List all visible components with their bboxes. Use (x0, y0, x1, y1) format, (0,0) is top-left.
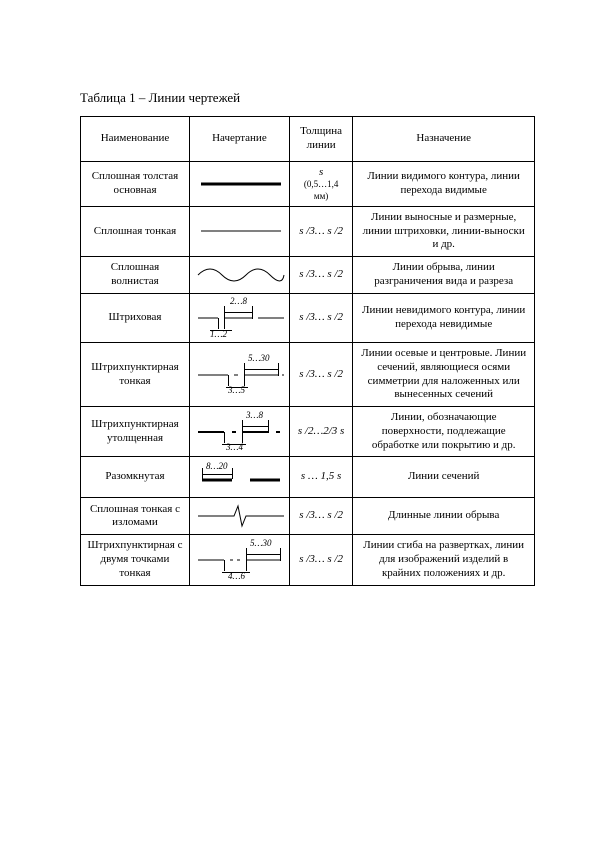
cell-drawing (189, 206, 289, 256)
swatch-dashed: 2…8 1…2 (196, 298, 286, 338)
table-row: Сплошная толстая основная s (0,5…1,4 мм)… (81, 161, 535, 206)
cell-drawing: 3…8 3…4 (189, 407, 289, 457)
table-row: Разомкнутая 8…20 s … 1,5 s Линии сечений (81, 457, 535, 498)
cell-drawing: 2…8 1…2 (189, 294, 289, 343)
lines-table: Наименование Начертание Толщина линии На… (80, 116, 535, 586)
swatch-break (196, 502, 286, 530)
swatch-dashdot-thick: 3…8 3…4 (196, 412, 286, 452)
swatch-open: 8…20 (196, 461, 286, 493)
cell-name: Сплошная тонкая с изломами (81, 498, 190, 535)
cell-drawing: 8…20 (189, 457, 289, 498)
table-row: Сплошная волнистая s /3… s /2 Линии обры… (81, 257, 535, 294)
cell-name: Штриховая (81, 294, 190, 343)
cell-drawing: 5…30 4…6 (189, 535, 289, 585)
cell-name: Штрихпунктирная тонкая (81, 343, 190, 407)
cell-purpose: Линии осевые и центровые. Линии сечений,… (353, 343, 535, 407)
cell-purpose: Линии выносные и размерные, линии штрихо… (353, 206, 535, 256)
cell-drawing (189, 161, 289, 206)
table-row: Сплошная тонкая s /3… s /2 Линии выносны… (81, 206, 535, 256)
cell-thick: s (0,5…1,4 мм) (289, 161, 353, 206)
th-name: Наименование (81, 117, 190, 162)
cell-name: Сплошная толстая основная (81, 161, 190, 206)
cell-name: Сплошная волнистая (81, 257, 190, 294)
cell-purpose: Длинные линии обрыва (353, 498, 535, 535)
table-row: Штрихпунктирная с двумя точками тонкая 5… (81, 535, 535, 585)
cell-drawing (189, 498, 289, 535)
table-row: Сплошная тонкая с изломами s /3… s /2 Дл… (81, 498, 535, 535)
cell-thick: s /3… s /2 (289, 535, 353, 585)
th-thick: Толщина линии (289, 117, 353, 162)
cell-name: Штрихпунктирная с двумя точками тонкая (81, 535, 190, 585)
cell-name: Сплошная тонкая (81, 206, 190, 256)
cell-drawing: 5…30 3…5 (189, 343, 289, 407)
swatch-thick-solid (196, 170, 286, 198)
cell-purpose: Линии, обозначающие поверхности, подлежа… (353, 407, 535, 457)
th-drawing: Начертание (189, 117, 289, 162)
cell-name: Штрихпунктирная утолщенная (81, 407, 190, 457)
cell-drawing (189, 257, 289, 294)
swatch-thin-solid (196, 217, 286, 245)
table-row: Штрихпунктирная утолщенная 3…8 (81, 407, 535, 457)
swatch-dashdot-thin: 5…30 3…5 (196, 355, 286, 395)
table-row: Штриховая 2…8 1…2 (81, 294, 535, 343)
table-caption: Таблица 1 – Линии чертежей (80, 90, 535, 106)
swatch-dash2dot-thin: 5…30 4…6 (196, 540, 286, 580)
cell-thick: s /3… s /2 (289, 343, 353, 407)
cell-thick: s /3… s /2 (289, 257, 353, 294)
cell-thick: s /3… s /2 (289, 206, 353, 256)
swatch-wavy (196, 261, 286, 289)
table-row: Штрихпунктирная тонкая 5…30 (81, 343, 535, 407)
cell-thick: s /2…2/3 s (289, 407, 353, 457)
cell-purpose: Линии видимого контура, линии перехода в… (353, 161, 535, 206)
cell-thick: s /3… s /2 (289, 498, 353, 535)
cell-purpose: Линии обрыва, линии разграничения вида и… (353, 257, 535, 294)
table-header-row: Наименование Начертание Толщина линии На… (81, 117, 535, 162)
cell-thick: s /3… s /2 (289, 294, 353, 343)
cell-purpose: Линии сечений (353, 457, 535, 498)
cell-purpose: Линии невидимого контура, линии перехода… (353, 294, 535, 343)
cell-thick: s … 1,5 s (289, 457, 353, 498)
th-purpose: Назначение (353, 117, 535, 162)
cell-name: Разомкнутая (81, 457, 190, 498)
cell-purpose: Линии сгиба на развертках, линии для изо… (353, 535, 535, 585)
